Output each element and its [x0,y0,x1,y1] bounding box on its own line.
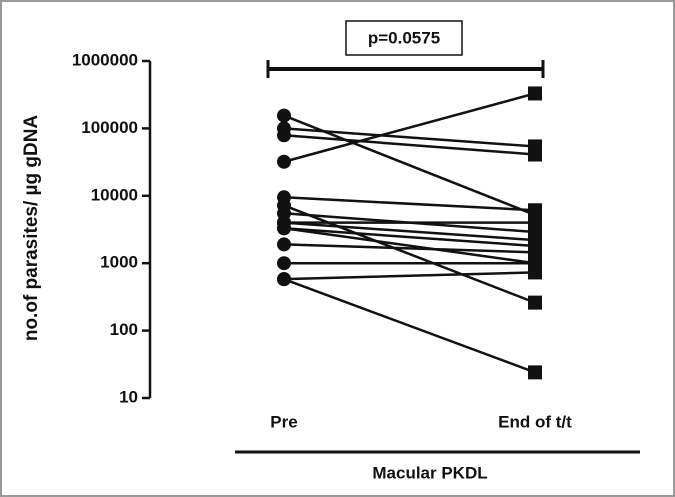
pair-line [283,221,536,242]
point-post [528,365,542,380]
point-pre [277,128,291,143]
pair-line [283,271,536,281]
point-pre [277,272,291,287]
pair-line [283,227,536,248]
pair-line [283,127,536,148]
x-tick-label: End of t/t [498,412,572,431]
pair-line [283,134,536,156]
point-post [528,86,542,101]
annotation: p=0.0575 [368,28,440,47]
point-post [528,295,542,310]
point-post [528,245,542,260]
pair-line [283,92,536,163]
point-pre [277,154,291,169]
y-axis-label: no.of parasites/ µg gDNA [21,115,42,342]
pair-line [283,227,536,265]
y-tick-label: 1000 [100,253,138,272]
y-tick-label: 100000 [81,118,138,137]
y-tick-label: 10 [119,387,138,406]
point-post [528,147,542,162]
pair-line [283,196,536,212]
point-pre [277,221,291,236]
y-tick-label: 1000000 [72,50,138,69]
group-label: Macular PKDL [372,463,487,482]
point-pre [277,108,291,123]
y-tick-label: 10000 [91,185,138,204]
y-tick-label: 100 [110,320,138,339]
pair-line [283,243,536,254]
x-tick-label: Pre [270,412,297,431]
point-post [528,215,542,230]
point-pre [277,256,291,271]
annotation-box [345,20,463,56]
point-post [528,265,542,280]
point-pre [277,237,291,252]
pair-line [283,277,536,374]
point-post [528,203,542,218]
